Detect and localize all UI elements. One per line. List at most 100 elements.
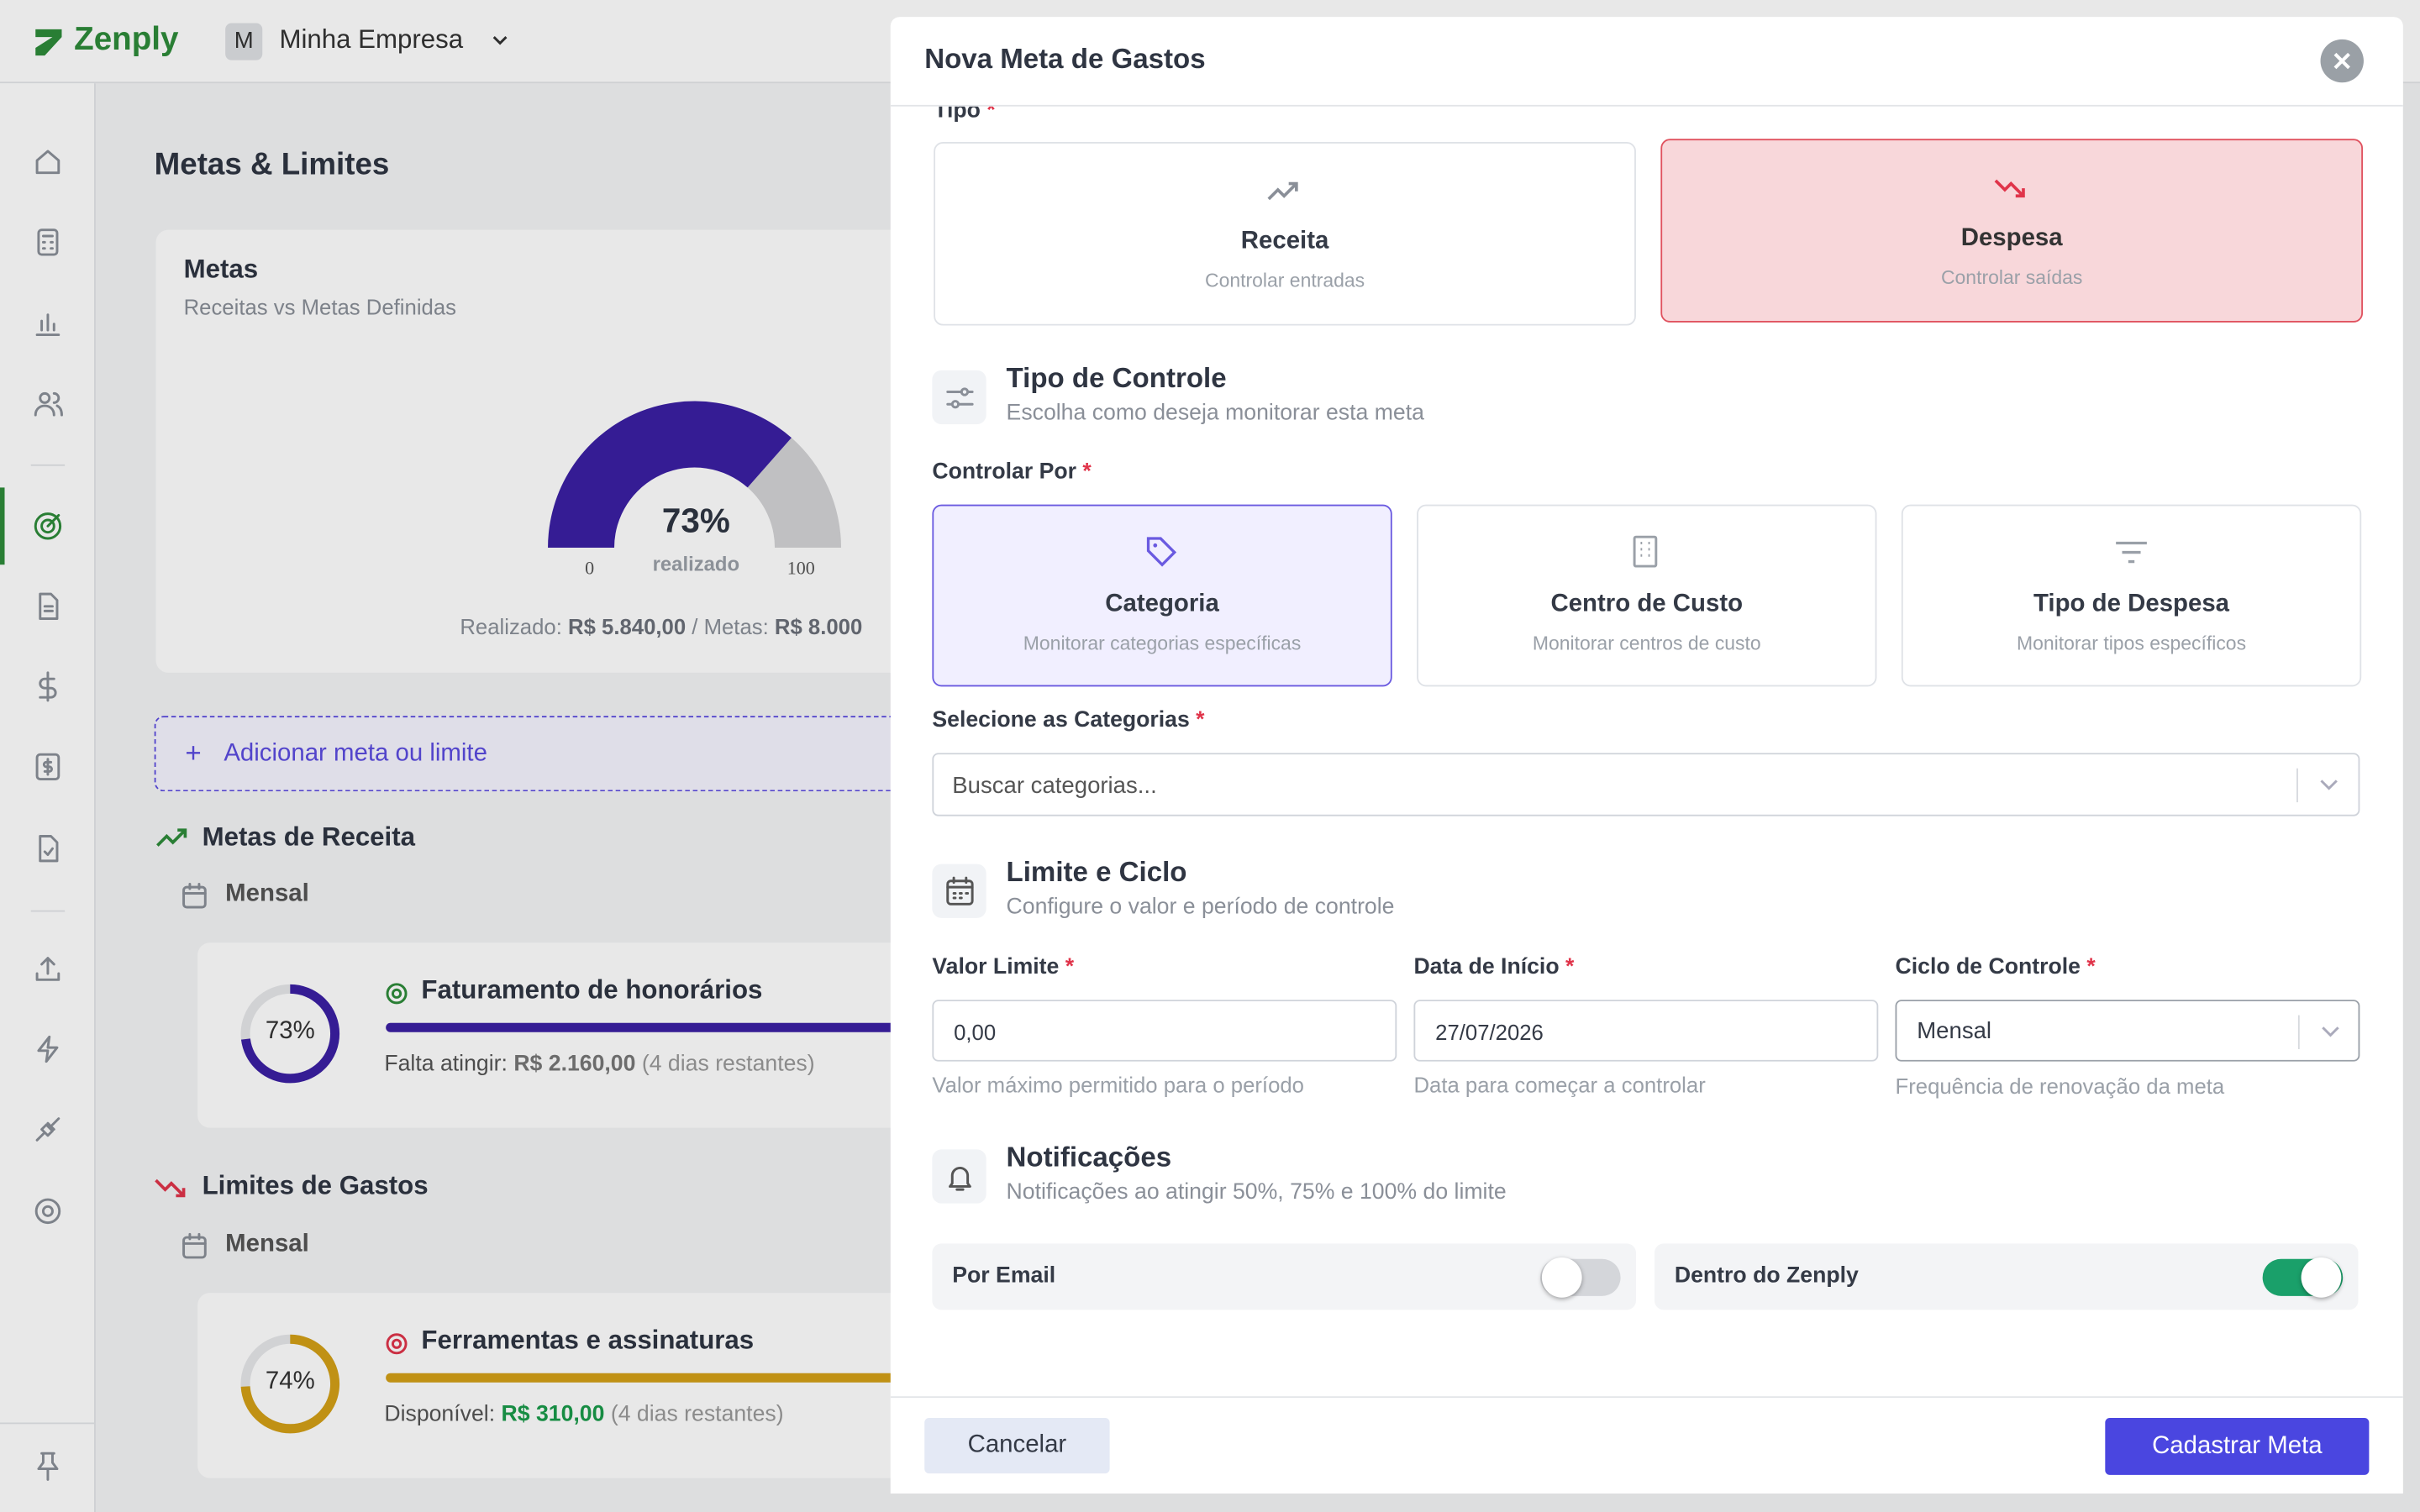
nav-invoices[interactable] bbox=[33, 751, 64, 782]
calendar-icon bbox=[946, 876, 974, 906]
progress-bar bbox=[386, 1373, 1186, 1383]
field-label: Controlar Por * bbox=[932, 459, 1091, 484]
nav-upload[interactable] bbox=[33, 953, 64, 984]
required-mark: * bbox=[1565, 954, 1575, 980]
summary-value: R$ 5.840,00 bbox=[568, 614, 687, 639]
nav-pin[interactable] bbox=[33, 1451, 64, 1482]
section-icon bbox=[932, 864, 986, 918]
nav-integrations[interactable] bbox=[33, 1114, 64, 1145]
nav-divider bbox=[30, 910, 66, 912]
toggle-label: Por Email bbox=[952, 1263, 1056, 1289]
category-select[interactable]: Buscar categorias... bbox=[932, 753, 2360, 816]
field-label: Ciclo de Controle * bbox=[1896, 955, 2096, 979]
section-subtitle: Escolha como deseja monitorar esta meta bbox=[1006, 401, 1424, 426]
text-input[interactable]: 0,00 bbox=[932, 1000, 1397, 1062]
label-text: Data de Início bbox=[1413, 954, 1560, 980]
section-icon bbox=[932, 370, 986, 425]
field-help: Data para começar a controlar bbox=[1413, 1072, 1706, 1097]
label-text: Ciclo de Controle bbox=[1895, 954, 2081, 980]
status-label: Falta atingir: bbox=[384, 1052, 508, 1078]
card-subtitle: Receitas vs Metas Definidas bbox=[183, 294, 457, 320]
option-subtitle: Monitorar categorias específicas bbox=[1023, 633, 1302, 654]
cancel-button[interactable]: Cancelar bbox=[924, 1417, 1110, 1474]
period-label: Mensal bbox=[225, 1231, 309, 1257]
select-chevron bbox=[2320, 780, 2338, 790]
toggle-switch[interactable] bbox=[1540, 1257, 1621, 1298]
gauge-caption: realizado bbox=[652, 552, 740, 576]
input-value: Mensal bbox=[1917, 1018, 1992, 1045]
plus-icon: + bbox=[185, 737, 202, 769]
section-subtitle: Notificações ao atingir 50%, 75% e 100% … bbox=[1006, 1180, 1507, 1205]
nav-goals[interactable] bbox=[33, 511, 64, 542]
goal-status: Disponível: R$ 310,00 (4 dias restantes) bbox=[384, 1403, 783, 1427]
toggle-knob bbox=[1541, 1257, 1582, 1298]
period-label: Mensal bbox=[225, 880, 309, 907]
status-label: Disponível: bbox=[384, 1402, 496, 1427]
input-value: 27/07/2026 bbox=[1435, 1020, 1544, 1045]
nav-home[interactable] bbox=[33, 146, 64, 177]
control-option[interactable]: Centro de Custo Monitorar centros de cust… bbox=[1417, 504, 1877, 687]
gauge-value: 73% bbox=[661, 501, 730, 540]
goal-icon bbox=[386, 1333, 408, 1355]
nav-active-marker bbox=[0, 487, 5, 565]
field-label: Data de Início * bbox=[1413, 955, 1574, 979]
goal-icon bbox=[386, 983, 408, 1005]
option-icon bbox=[2116, 541, 2147, 564]
nav-documents[interactable] bbox=[33, 591, 64, 622]
company-chevron[interactable] bbox=[491, 33, 509, 48]
nav-finance[interactable] bbox=[33, 671, 64, 702]
nav-divider bbox=[30, 464, 66, 466]
nav-reports[interactable] bbox=[33, 308, 64, 339]
option-title: Despesa bbox=[1960, 225, 2063, 252]
toggle-row: Por Email bbox=[932, 1243, 1636, 1310]
brand-logo bbox=[35, 29, 62, 56]
summary-separator: / bbox=[692, 614, 698, 639]
sidebar bbox=[0, 83, 96, 1512]
nav-settings[interactable] bbox=[33, 1195, 64, 1226]
nav-people[interactable] bbox=[33, 389, 64, 420]
cycle-select[interactable]: Mensal bbox=[1895, 1000, 2360, 1062]
company-name[interactable]: Minha Empresa bbox=[279, 24, 464, 55]
calendar-icon bbox=[182, 1232, 207, 1259]
type-option[interactable]: Despesa Controlar saídas bbox=[1660, 139, 2364, 323]
icon-ring bbox=[386, 983, 408, 1005]
select-divider bbox=[2296, 768, 2298, 803]
toggle-switch[interactable] bbox=[2262, 1257, 2344, 1298]
summary-label: Metas: bbox=[703, 614, 769, 639]
option-subtitle: Monitorar tipos específicos bbox=[2016, 633, 2247, 654]
control-option[interactable]: Tipo de Despesa Monitorar tipos específic… bbox=[1901, 504, 2362, 687]
goal-name: Faturamento de honorários bbox=[421, 974, 763, 1005]
nav-calculator[interactable] bbox=[33, 227, 64, 258]
option-icon bbox=[1146, 537, 1177, 567]
option-subtitle: Controlar entradas bbox=[1205, 270, 1365, 292]
sliders-icon bbox=[946, 387, 974, 409]
ring-label: 73% bbox=[265, 1018, 315, 1045]
select-chevron bbox=[2322, 1026, 2339, 1037]
label-text: Controlar Por bbox=[932, 459, 1077, 485]
gauge bbox=[548, 401, 842, 549]
input-value: 0,00 bbox=[954, 1020, 997, 1045]
nav-tasks[interactable] bbox=[33, 833, 64, 864]
nav-automation[interactable] bbox=[33, 1034, 64, 1065]
receita-icon bbox=[156, 828, 187, 847]
icon-ring bbox=[386, 1333, 408, 1355]
ring-label: 74% bbox=[265, 1368, 315, 1395]
modal-title: Nova Meta de Gastos bbox=[924, 43, 1206, 75]
option-icon bbox=[1633, 535, 1658, 568]
gauge-summary: Realizado: R$ 5.840,00 / Metas: R$ 8.000 bbox=[460, 614, 862, 638]
option-title: Categoria bbox=[1105, 591, 1219, 617]
control-option[interactable]: Categoria Monitorar categorias específica… bbox=[932, 504, 1392, 687]
submit-button[interactable]: Cadastrar Meta bbox=[2105, 1417, 2370, 1475]
icon-dot bbox=[391, 988, 402, 999]
type-option[interactable]: Receita Controlar entradas bbox=[934, 141, 1636, 326]
section-title: Tipo de Controle bbox=[1006, 362, 1227, 394]
summary-value: R$ 8.000 bbox=[774, 614, 863, 639]
gauge-fill bbox=[548, 401, 792, 549]
option-title: Centro de Custo bbox=[1550, 591, 1744, 617]
progress-ring bbox=[240, 984, 340, 1084]
gauge-max: 100 bbox=[786, 557, 815, 579]
company-avatar[interactable]: M bbox=[225, 23, 263, 60]
text-input[interactable]: 27/07/2026 bbox=[1413, 1000, 1879, 1062]
close-button[interactable] bbox=[2320, 39, 2365, 83]
